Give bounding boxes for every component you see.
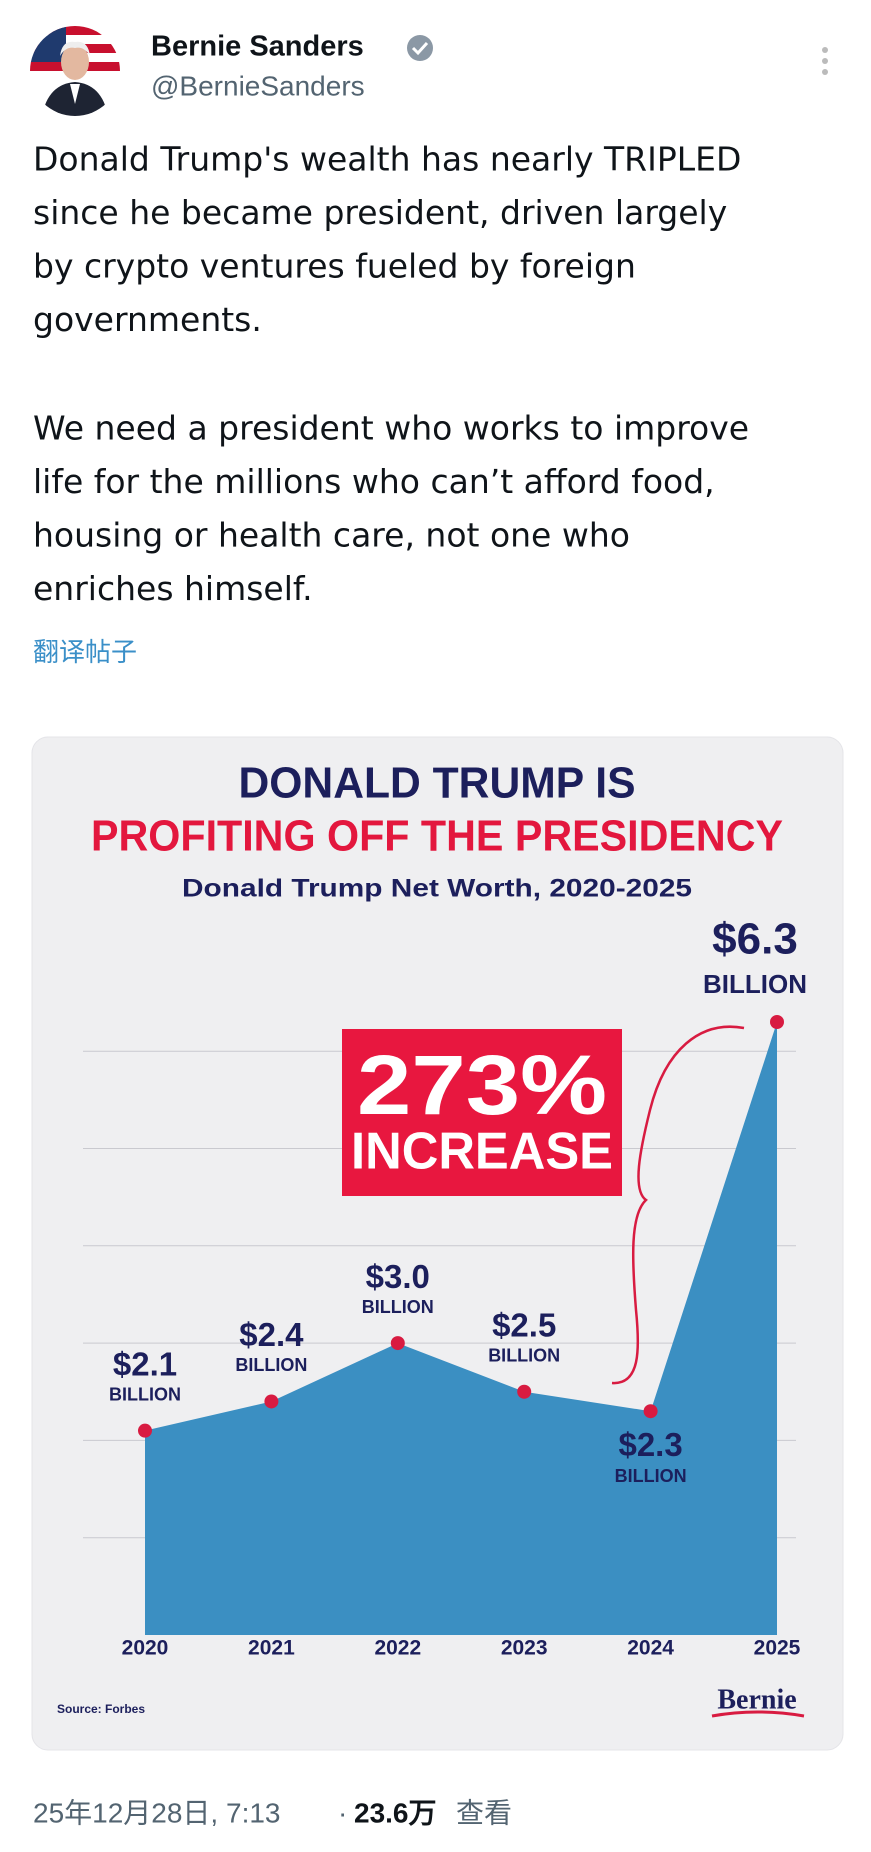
marker — [643, 1404, 658, 1419]
tweet-line: life for the millions who can’t afford f… — [33, 462, 715, 501]
value-label: $2.1 — [113, 1345, 177, 1382]
tweet-text: Donald Trump's wealth has nearly TRIPLED… — [33, 140, 749, 609]
value-unit: BILLION — [703, 969, 807, 999]
source: Source: Forbes — [57, 1702, 145, 1716]
brace — [611, 1025, 745, 1385]
value-label: $2.5 — [492, 1306, 556, 1343]
marker — [517, 1384, 532, 1399]
annotation-box — [342, 1029, 622, 1196]
value-unit: BILLION — [235, 1355, 307, 1375]
timestamp: 25年12月28日, 7:13 — [33, 1797, 281, 1828]
tweet-line: We need a president who works to improve — [33, 409, 749, 448]
more-menu[interactable] — [822, 47, 828, 75]
handle[interactable]: @BernieSanders — [151, 70, 365, 101]
view-label: 查看 — [456, 1797, 512, 1828]
area — [145, 1022, 777, 1635]
logo: Bernie — [717, 1684, 796, 1715]
value-label: $3.0 — [366, 1258, 430, 1295]
marker — [770, 1015, 784, 1030]
tweet-line: governments. — [33, 300, 262, 339]
translate-link[interactable]: 翻译帖子 — [33, 637, 137, 667]
tweet-line: enriches himself. — [33, 569, 313, 608]
value-unit: BILLION — [109, 1384, 181, 1404]
value-unit: BILLION — [488, 1346, 560, 1366]
separator: · — [338, 1797, 347, 1828]
value-unit: BILLION — [615, 1466, 687, 1486]
tweet-line: housing or health care, not one who — [33, 516, 630, 555]
value-label: $2.4 — [239, 1316, 304, 1353]
x-tick-label: 2024 — [627, 1637, 674, 1660]
marker — [264, 1394, 279, 1409]
view-count: 23.6万 — [354, 1797, 437, 1828]
tweet-line: since he became president, driven largel… — [33, 193, 727, 232]
value-label: $6.3 — [712, 915, 798, 964]
marker — [390, 1336, 405, 1351]
x-tick-label: 2021 — [248, 1637, 295, 1660]
avatar[interactable] — [30, 26, 120, 116]
logo-swoosh — [711, 1710, 805, 1718]
chart-title: DONALD TRUMP IS — [239, 759, 636, 808]
annotation: INCREASE — [351, 1123, 613, 1181]
display-name[interactable]: Bernie Sanders — [151, 31, 364, 63]
tweet-line: Donald Trump's wealth has nearly TRIPLED — [33, 140, 741, 179]
x-tick-label: 2022 — [374, 1637, 421, 1660]
verified-badge — [407, 35, 433, 61]
value-label: $2.3 — [618, 1426, 682, 1463]
marker — [138, 1423, 152, 1438]
x-tick-label: 2023 — [501, 1637, 548, 1660]
value-unit: BILLION — [362, 1297, 434, 1317]
chart-title: PROFITING OFF THE PRESIDENCY — [91, 812, 783, 861]
annotation: 273% — [357, 1038, 607, 1132]
x-tick-label: 2020 — [122, 1637, 169, 1660]
x-tick-label: 2025 — [754, 1637, 801, 1660]
chart-subtitle: Donald Trump Net Worth, 2020-2025 — [182, 875, 692, 903]
tweet-line: by crypto ventures fueled by foreign — [33, 247, 636, 286]
